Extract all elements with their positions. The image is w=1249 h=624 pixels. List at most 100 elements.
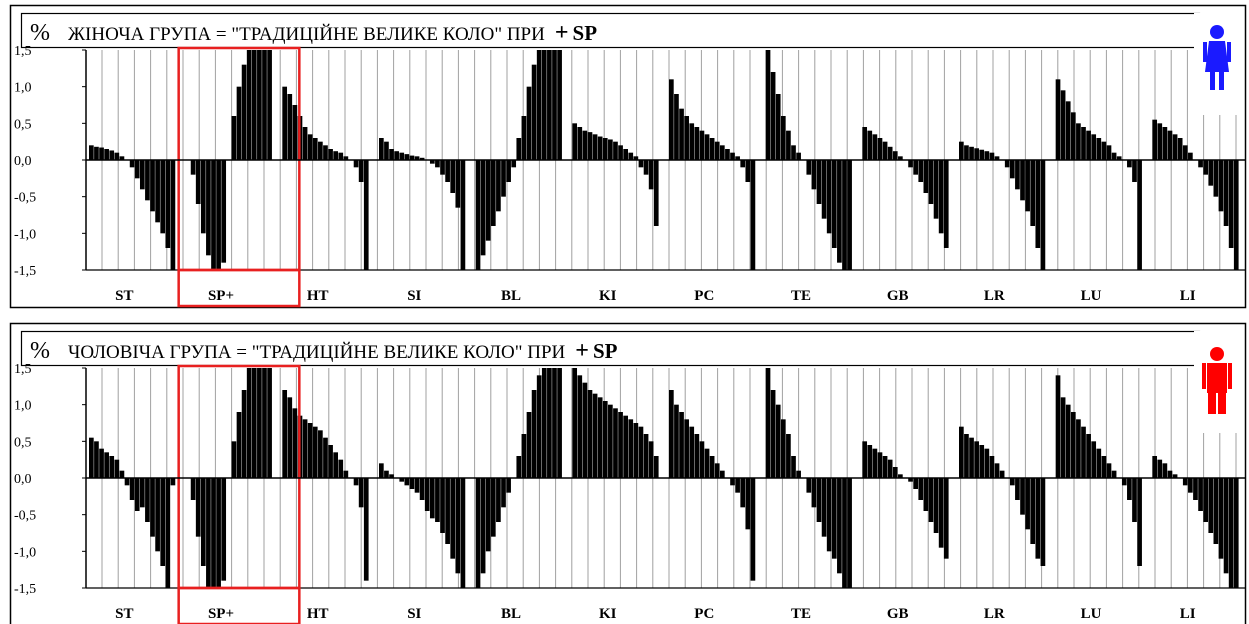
bar [608, 139, 613, 160]
bar [1127, 160, 1132, 168]
bar [806, 160, 812, 175]
female-figure-icon [1194, 13, 1242, 115]
bar [694, 127, 700, 160]
bar [602, 401, 608, 478]
category-label: SP+ [208, 606, 234, 622]
bar [831, 478, 837, 559]
bar [521, 116, 527, 160]
bar [704, 134, 710, 160]
bar [1055, 79, 1061, 160]
bar [740, 160, 746, 168]
bar [964, 145, 969, 160]
bar [1223, 478, 1229, 574]
bar [231, 441, 237, 478]
bar [750, 160, 756, 270]
bar [496, 478, 501, 522]
bar [633, 156, 639, 160]
bar [882, 141, 888, 160]
bar [379, 463, 384, 478]
bar [541, 50, 547, 160]
bar [837, 478, 842, 574]
bar [1172, 474, 1178, 478]
bar [959, 426, 964, 478]
bar [826, 160, 832, 234]
bar [307, 134, 313, 160]
bar [623, 415, 628, 478]
bar [969, 146, 974, 160]
bar [389, 474, 394, 478]
bar [206, 160, 211, 256]
bar [435, 478, 440, 522]
chart-title: % ЖІНОЧА ГРУПА = "ТРАДИЦІЙНЕ ВЕЛИКЕ КОЛО"… [30, 20, 597, 46]
category-label: SI [407, 606, 421, 622]
bar [597, 397, 603, 478]
bar [1035, 160, 1041, 248]
y-tick-label: 1,5 [14, 44, 32, 59]
bar [195, 160, 201, 204]
chart-title: % ЧОЛОВІЧА ГРУПА = "ТРАДИЦІЙНЕ ВЕЛИКЕ КОЛ… [30, 338, 618, 364]
bar [490, 478, 496, 537]
bar [241, 64, 247, 160]
bar [155, 478, 160, 552]
title-sp: SP [593, 339, 618, 363]
bar [653, 456, 659, 478]
bar [1162, 463, 1168, 478]
bar [745, 160, 751, 182]
category-label: LI [1180, 606, 1196, 622]
bar [923, 478, 929, 511]
y-tick-label: -0,5 [14, 509, 36, 524]
bar [592, 393, 598, 478]
bar [363, 160, 369, 270]
bar [1162, 127, 1168, 160]
bar [847, 160, 852, 270]
bar [837, 160, 842, 263]
bar [231, 116, 237, 160]
bar [114, 459, 120, 478]
bar [821, 478, 827, 537]
bar [1055, 375, 1061, 478]
bar [943, 478, 949, 559]
bar [1086, 434, 1091, 478]
bar [1188, 152, 1193, 160]
bar [791, 456, 796, 478]
bar [1009, 478, 1015, 486]
bar [262, 368, 267, 478]
bar [1040, 478, 1046, 566]
category-label: ST [115, 288, 133, 304]
bar [445, 160, 450, 182]
bar [689, 123, 695, 160]
bar [689, 426, 695, 478]
bar [862, 441, 868, 478]
category-label: TE [791, 288, 811, 304]
bar [89, 437, 94, 478]
bar [531, 64, 537, 160]
bar [165, 160, 171, 248]
category-label: GB [887, 288, 909, 304]
bar [1070, 112, 1076, 160]
bar [1152, 119, 1158, 160]
bar [536, 50, 542, 160]
category-label: LU [1081, 288, 1102, 304]
highlight-label-box [177, 268, 301, 308]
bar [699, 441, 705, 478]
bar [872, 134, 878, 160]
bar [816, 478, 822, 522]
y-tick-label: -1,5 [14, 264, 36, 279]
bar [1065, 101, 1071, 160]
category-label: LI [1180, 288, 1196, 304]
bar [429, 478, 435, 519]
bar [1208, 478, 1214, 533]
bar [714, 141, 720, 160]
bar [104, 149, 109, 160]
bar [679, 108, 684, 160]
bar [572, 368, 578, 478]
bar [994, 463, 1000, 478]
bar [160, 160, 166, 234]
bar [582, 382, 588, 478]
bar [200, 478, 206, 566]
bar [1106, 463, 1112, 478]
bar [1096, 448, 1102, 478]
bar [109, 456, 115, 478]
bar [404, 154, 410, 160]
bar [318, 430, 323, 478]
